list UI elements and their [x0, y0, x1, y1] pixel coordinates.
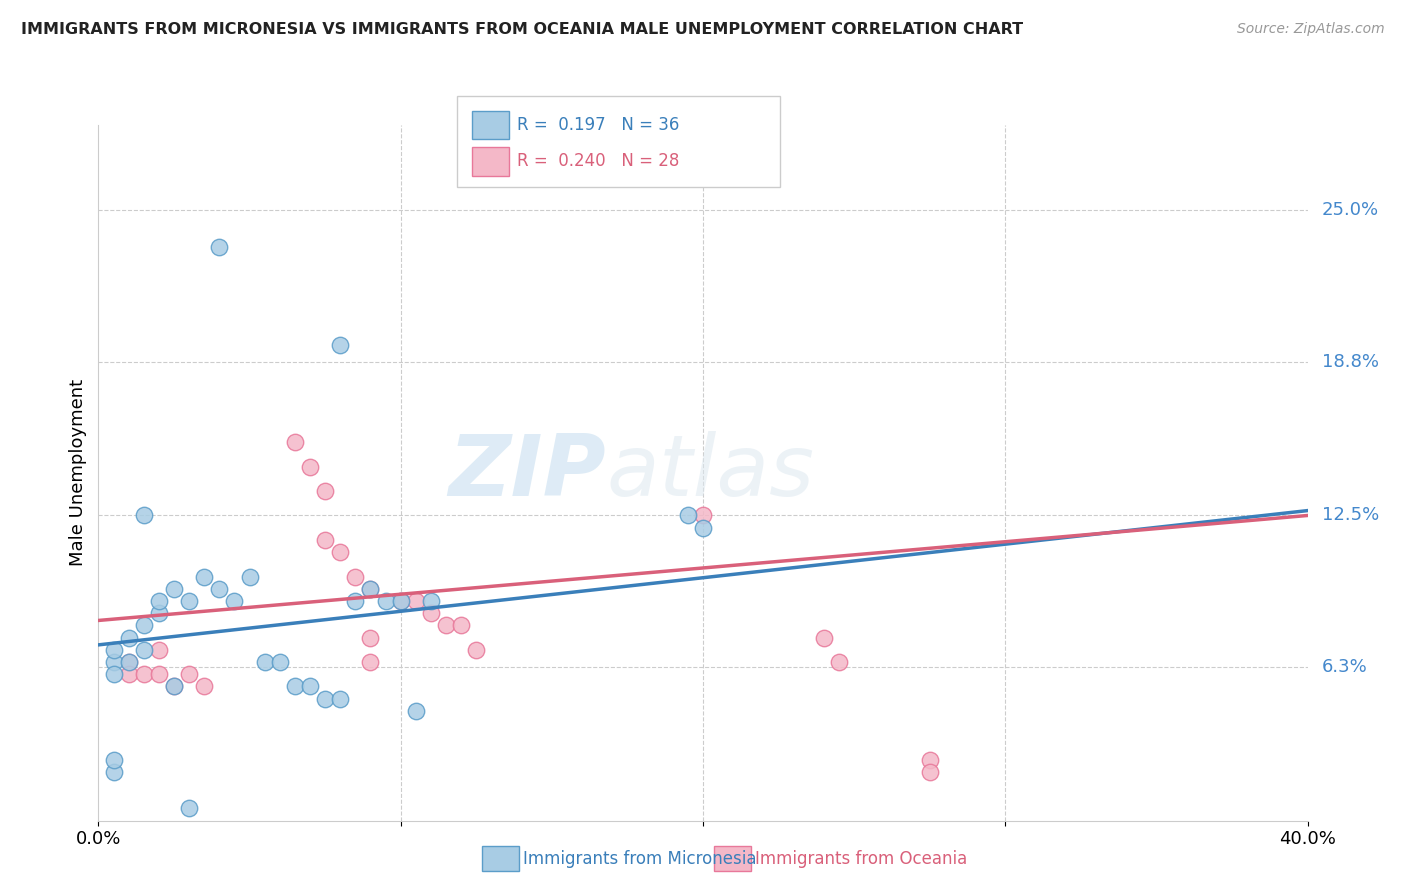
- Point: [148, 667, 170, 681]
- Point: [405, 594, 427, 608]
- Text: R =  0.197   N = 36: R = 0.197 N = 36: [517, 116, 679, 134]
- Point: [148, 642, 170, 657]
- Point: [360, 631, 382, 645]
- Point: [163, 582, 186, 596]
- Point: [360, 582, 382, 596]
- Point: [132, 618, 155, 632]
- Point: [329, 545, 352, 559]
- Point: [314, 533, 336, 547]
- Point: [329, 691, 352, 706]
- Point: [344, 594, 367, 608]
- Point: [177, 594, 201, 608]
- Point: [193, 569, 215, 583]
- Point: [299, 679, 322, 693]
- Point: [918, 753, 941, 767]
- Point: [163, 679, 186, 693]
- Point: [314, 691, 336, 706]
- Point: [208, 582, 231, 596]
- Point: [163, 679, 186, 693]
- Point: [450, 618, 472, 632]
- Point: [299, 459, 322, 474]
- Point: [389, 594, 412, 608]
- Point: [132, 642, 155, 657]
- Y-axis label: Male Unemployment: Male Unemployment: [69, 379, 87, 566]
- Point: [284, 435, 307, 450]
- Point: [918, 764, 941, 779]
- Point: [692, 508, 714, 523]
- Point: [132, 667, 155, 681]
- Point: [103, 655, 125, 669]
- Point: [419, 594, 441, 608]
- Point: [253, 655, 276, 669]
- Point: [177, 801, 201, 815]
- Point: [676, 508, 699, 523]
- Point: [344, 569, 367, 583]
- Point: [148, 594, 170, 608]
- Point: [465, 642, 488, 657]
- Text: 25.0%: 25.0%: [1322, 202, 1379, 219]
- Point: [177, 667, 201, 681]
- Point: [405, 704, 427, 718]
- Point: [208, 240, 231, 254]
- Point: [314, 484, 336, 499]
- Point: [148, 606, 170, 620]
- Point: [118, 667, 141, 681]
- Point: [118, 655, 141, 669]
- Point: [103, 667, 125, 681]
- Point: [103, 764, 125, 779]
- Point: [389, 594, 412, 608]
- Text: Immigrants from Micronesia: Immigrants from Micronesia: [523, 849, 756, 868]
- Text: atlas: atlas: [606, 431, 814, 515]
- Point: [118, 631, 141, 645]
- Point: [269, 655, 291, 669]
- Point: [118, 655, 141, 669]
- Text: Immigrants from Oceania: Immigrants from Oceania: [755, 849, 967, 868]
- Text: IMMIGRANTS FROM MICRONESIA VS IMMIGRANTS FROM OCEANIA MALE UNEMPLOYMENT CORRELAT: IMMIGRANTS FROM MICRONESIA VS IMMIGRANTS…: [21, 22, 1024, 37]
- Point: [360, 582, 382, 596]
- Text: R =  0.240   N = 28: R = 0.240 N = 28: [517, 153, 679, 170]
- Point: [419, 606, 441, 620]
- Point: [360, 655, 382, 669]
- Text: 18.8%: 18.8%: [1322, 352, 1379, 371]
- Point: [193, 679, 215, 693]
- Point: [132, 508, 155, 523]
- Point: [103, 753, 125, 767]
- Text: ZIP: ZIP: [449, 431, 606, 515]
- Text: 12.5%: 12.5%: [1322, 507, 1379, 524]
- Point: [103, 642, 125, 657]
- Point: [329, 337, 352, 351]
- Text: Source: ZipAtlas.com: Source: ZipAtlas.com: [1237, 22, 1385, 37]
- Point: [374, 594, 396, 608]
- Point: [239, 569, 262, 583]
- Point: [813, 631, 835, 645]
- Point: [224, 594, 246, 608]
- Point: [828, 655, 851, 669]
- Point: [692, 521, 714, 535]
- Point: [284, 679, 307, 693]
- Point: [434, 618, 457, 632]
- Text: 6.3%: 6.3%: [1322, 657, 1368, 676]
